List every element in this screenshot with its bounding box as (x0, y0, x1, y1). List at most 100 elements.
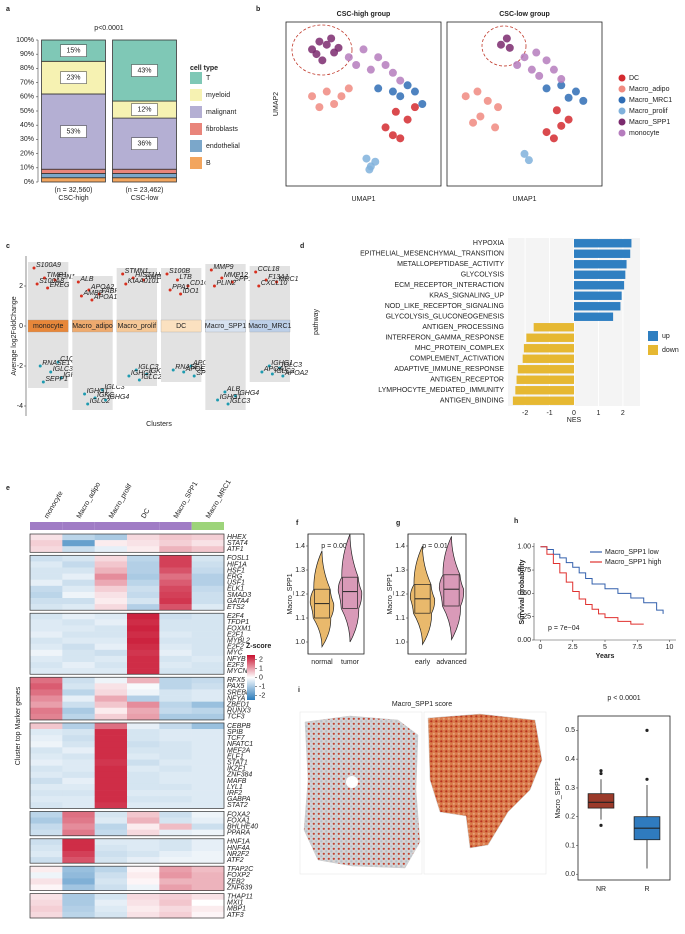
point (469, 118, 478, 127)
heat-cell (127, 777, 160, 785)
heat-cell (94, 747, 128, 754)
gene-point (171, 368, 175, 372)
y-tick-label: 80% (20, 65, 34, 72)
heat-cell (127, 771, 160, 779)
heat-cell (191, 850, 225, 858)
heat-cell (62, 790, 95, 797)
heat-cell (159, 911, 192, 919)
heat-cell (94, 829, 128, 837)
heat-cell (159, 844, 192, 852)
point (315, 103, 324, 112)
heat-cell (30, 619, 63, 626)
heat-cell (191, 683, 225, 690)
bar (533, 323, 574, 332)
x-axis-title: UMAP1 (351, 196, 375, 203)
legend-swatch (618, 129, 626, 137)
heat-cell (159, 625, 192, 632)
gene-label: CCL18 (258, 266, 280, 273)
gene-point (32, 266, 36, 270)
gene-label: MMP12 (224, 272, 248, 279)
heat-cell (62, 893, 95, 900)
row-label: ATF3 (226, 912, 244, 919)
gene-label: IGHG1 (131, 370, 153, 377)
heat-cell (62, 884, 95, 891)
heat-cell (127, 829, 160, 837)
heat-cell (30, 735, 63, 742)
heat-cell (94, 893, 128, 900)
row-label: IRF2 (227, 790, 242, 797)
gene-point (56, 360, 60, 364)
legend-swatch (190, 140, 202, 152)
x-tick-label: 5 (603, 644, 607, 651)
x-tick-label: R (644, 886, 649, 893)
row-label: IKZF1 (227, 766, 246, 773)
x-tick-label: 10 (666, 644, 674, 651)
gene-label: IGLC2 (141, 374, 161, 381)
heat-cell (127, 838, 160, 846)
point (315, 37, 324, 46)
point (374, 84, 383, 93)
column-label: Macro_SPP1 (173, 481, 200, 520)
violin (309, 550, 335, 648)
x-axis-title: Years (596, 653, 615, 660)
bar (512, 396, 574, 405)
heat-cell (30, 741, 63, 748)
heat-cell (62, 838, 95, 846)
point (359, 45, 368, 54)
gene-point (175, 278, 179, 282)
heat-cell (159, 683, 192, 690)
gene-label: CD1C (190, 280, 210, 287)
heat-cell (62, 677, 95, 684)
gene-label: IGHG1 (220, 394, 242, 401)
plot-frame (577, 715, 671, 881)
gene-point (216, 398, 220, 402)
heat-cell (127, 811, 160, 818)
gene-label: IGHG1 (87, 388, 109, 395)
heat-cell (30, 579, 63, 587)
heat-cell (191, 838, 225, 846)
heat-cell (191, 753, 225, 760)
heat-cell (62, 643, 95, 651)
heat-cell (30, 585, 63, 593)
heat-cell (30, 790, 63, 797)
heat-cell (159, 722, 192, 730)
row-label: NFYB (227, 656, 246, 663)
point (557, 75, 566, 84)
heat-cell (159, 540, 192, 547)
heat-cell (191, 555, 225, 562)
heat-cell (94, 741, 128, 748)
x-tick-label: NR (596, 886, 606, 893)
row-label: MYC (227, 650, 244, 657)
x-axis-title: NES (567, 417, 582, 424)
heat-cell (62, 771, 95, 779)
heat-cell (191, 573, 225, 581)
heat-cell (127, 677, 160, 684)
heat-cell (191, 655, 225, 663)
column-annotation (191, 522, 224, 530)
heat-cell (159, 771, 192, 779)
heat-cell (94, 695, 128, 702)
heat-cell (191, 713, 225, 721)
legend-label: T (206, 75, 211, 82)
y-axis-title: Macro_SPP1 (555, 777, 562, 818)
point (542, 84, 551, 93)
gene-point (53, 278, 57, 282)
y-axis-title: Average log2FoldChange (11, 296, 18, 375)
column-annotation (94, 522, 127, 530)
gene-point (230, 280, 234, 284)
gene-label: IGHG4 (108, 394, 130, 401)
heat-cell (94, 722, 128, 730)
value-label: 43% (137, 67, 151, 74)
gene-label: AMBP (82, 290, 103, 297)
gene-point (278, 366, 282, 370)
bar (526, 333, 574, 342)
heat-cell (94, 905, 128, 913)
gene-label: S100A9 (36, 262, 61, 269)
x-tick-label: advanced (436, 659, 466, 666)
legend-label: monocyte (629, 130, 659, 137)
heat-cell (94, 857, 128, 864)
heat-cell (191, 695, 225, 702)
legend-label: up (662, 333, 670, 340)
heat-cell (94, 598, 128, 605)
range-band (72, 276, 113, 410)
